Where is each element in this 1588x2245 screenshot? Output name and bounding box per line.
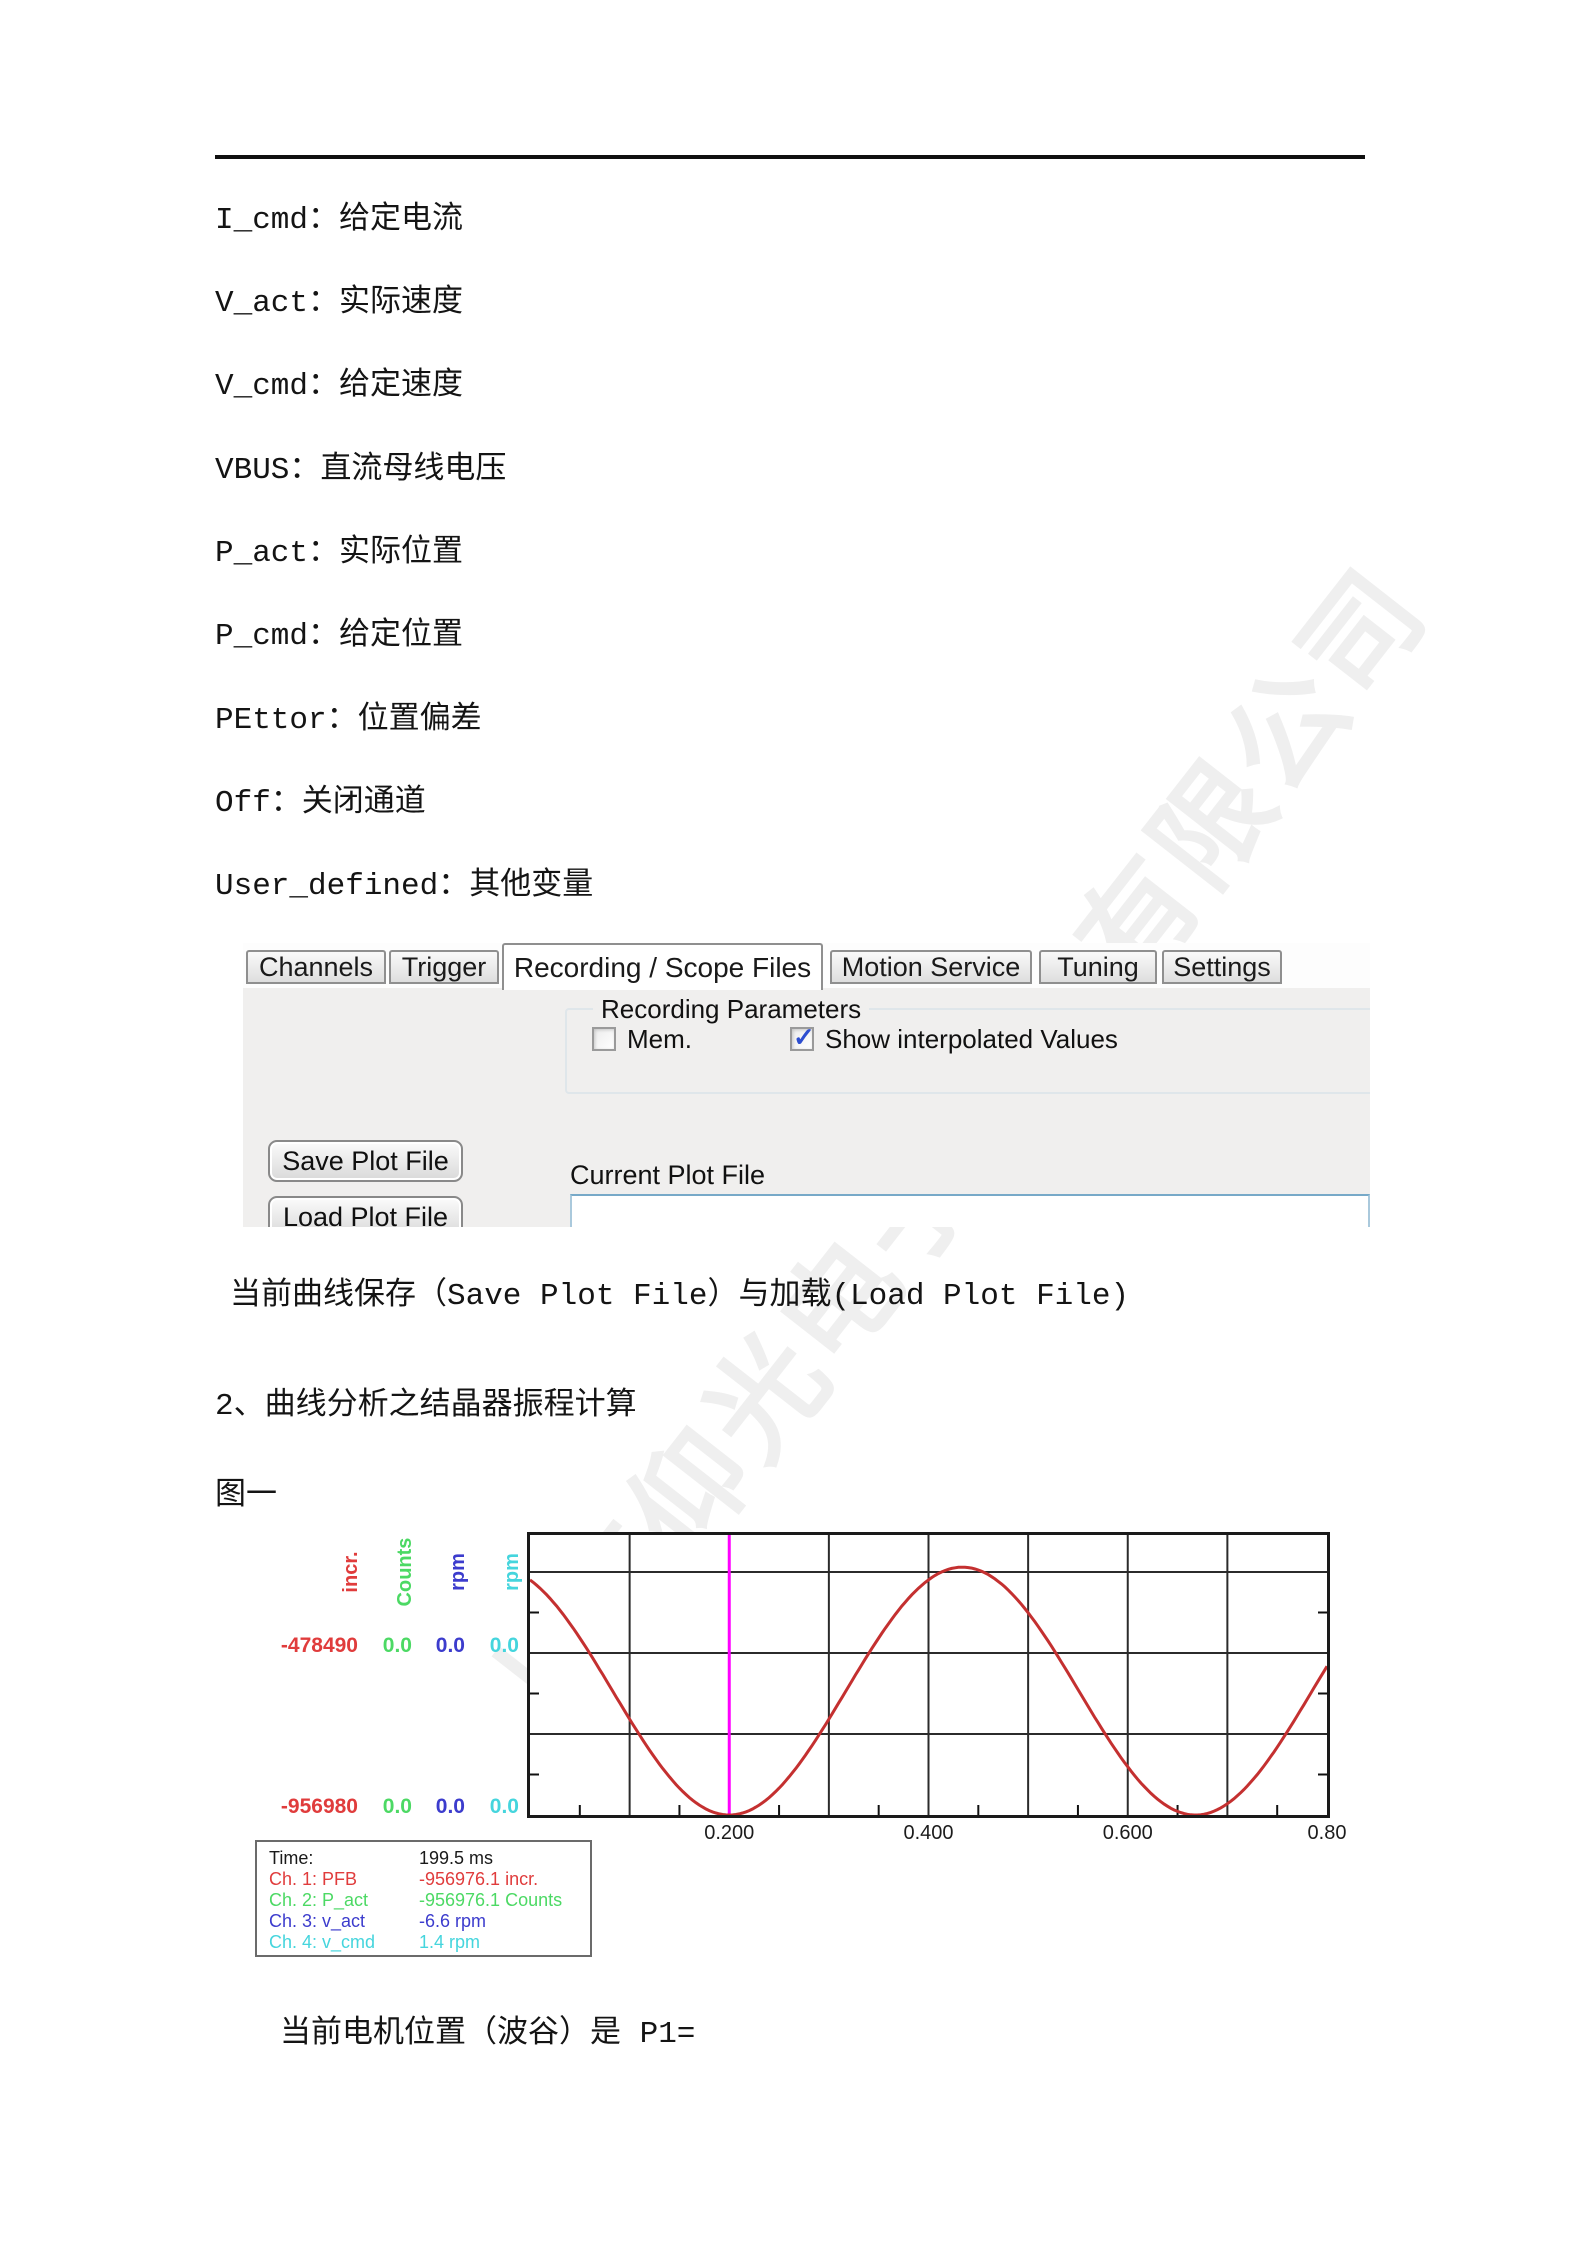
readout-value: -956976.1 Counts — [419, 1890, 563, 1910]
readout-label: Ch. 2: P_act — [269, 1890, 369, 1910]
y-mid-value-ch1: -478490 — [280, 1634, 358, 1657]
recording-parameters-group: Recording Parameters — [565, 994, 1370, 1094]
x-tick-0400: 0.400 — [903, 1822, 954, 1844]
y-unit-counts: Counts — [394, 1537, 416, 1607]
cursor-readout-box: Time: 199.5 ms Ch. 1: PFB -956976.1 incr… — [255, 1840, 592, 1957]
check-icon: ✓ — [793, 1022, 815, 1052]
figure-label: 图一 — [215, 1479, 277, 1514]
tab-tuning[interactable]: Tuning — [1039, 950, 1157, 984]
caption-save-load: 当前曲线保存（Save Plot File）与加载(Load Plot File… — [230, 1279, 1130, 1314]
y-unit-incr: incr. — [340, 1551, 362, 1593]
recording-parameters-title: Recording Parameters — [593, 994, 870, 1025]
doc-line-pettor: PEttor：位置偏差 — [215, 703, 482, 738]
tab-motion-service[interactable]: Motion Service — [830, 950, 1032, 984]
readout-row-ch1: Ch. 1: PFB -956976.1 incr. — [257, 1869, 590, 1890]
y-bottom-value-ch3: 0.0 — [435, 1795, 465, 1818]
readout-row-ch2: Ch. 2: P_act -956976.1 Counts — [257, 1890, 590, 1911]
readout-label: Time: — [269, 1848, 314, 1868]
y-mid-value-ch3: 0.0 — [435, 1634, 465, 1657]
readout-label: Ch. 3: v_act — [269, 1911, 366, 1931]
x-tick-0200: 0.200 — [704, 1822, 755, 1844]
show-interpolated-checkbox[interactable]: ✓ — [790, 1022, 815, 1052]
tab-page-recording: Recording Parameters ✓ Mem. ✓ Show inter… — [243, 988, 1370, 1227]
x-tick-080: 0.80 — [1307, 1822, 1347, 1844]
y-bottom-value-ch2: 0.0 — [382, 1795, 412, 1818]
doc-line-vact: V_act：实际速度 — [215, 286, 464, 321]
header-rule — [215, 155, 1365, 159]
doc-line-vbus: VBUS：直流母线电压 — [215, 453, 507, 488]
tab-settings[interactable]: Settings — [1162, 950, 1282, 984]
load-plot-file-button[interactable]: Load Plot File — [268, 1196, 463, 1227]
readout-value: -6.6 rpm — [419, 1911, 487, 1931]
tab-recording-scope-files[interactable]: Recording / Scope Files — [502, 943, 823, 990]
mem-checkbox[interactable]: ✓ — [592, 1027, 616, 1051]
doc-line-pcmd: P_cmd：给定位置 — [215, 619, 464, 654]
current-plot-file-label: Current Plot File — [570, 1160, 766, 1190]
y-mid-value-ch4: 0.0 — [489, 1634, 519, 1657]
doc-line-vcmd: V_cmd：给定速度 — [215, 369, 464, 404]
y-unit-rpm-cmd: rpm — [501, 1553, 523, 1591]
readout-value: 199.5 ms — [419, 1848, 494, 1868]
y-mid-value-ch2: 0.0 — [382, 1634, 412, 1657]
tab-trigger[interactable]: Trigger — [389, 950, 499, 984]
y-bottom-value-ch4: 0.0 — [489, 1795, 519, 1818]
readout-value: -956976.1 incr. — [419, 1869, 539, 1889]
tab-channels[interactable]: Channels — [246, 950, 386, 984]
mem-checkbox-label: Mem. — [627, 1024, 692, 1054]
readout-row-ch3: Ch. 3: v_act -6.6 rpm — [257, 1911, 590, 1932]
doc-line-off: Off：关闭通道 — [215, 786, 426, 821]
doc-line-icmd: I_cmd：给定电流 — [215, 203, 464, 238]
waveform-plot — [527, 1532, 1330, 1818]
closing-line: 当前电机位置（波谷）是 P1= — [280, 2017, 696, 2052]
readout-row-ch4: Ch. 4: v_cmd 1.4 rpm — [257, 1932, 590, 1953]
current-plot-file-input[interactable] — [570, 1194, 1370, 1227]
readout-value: 1.4 rpm — [419, 1932, 481, 1952]
y-bottom-value-ch1: -956980 — [280, 1795, 358, 1818]
readout-label: Ch. 1: PFB — [269, 1869, 358, 1889]
x-tick-0600: 0.600 — [1102, 1822, 1153, 1844]
section-heading: 2、曲线分析之结晶器振程计算 — [215, 1389, 637, 1424]
show-interpolated-label: Show interpolated Values — [825, 1024, 1118, 1054]
readout-row-time: Time: 199.5 ms — [257, 1848, 590, 1869]
doc-line-pact: P_act：实际位置 — [215, 536, 464, 571]
y-unit-rpm-act: rpm — [447, 1553, 469, 1591]
scope-ui-screenshot: Channels Trigger Recording / Scope Files… — [243, 943, 1370, 1227]
save-plot-file-button[interactable]: Save Plot File — [268, 1140, 463, 1182]
readout-label: Ch. 4: v_cmd — [269, 1932, 376, 1952]
grid-layer — [530, 1535, 1327, 1815]
waveform-svg — [529, 1535, 1329, 1817]
doc-line-userdefined: User_defined：其他变量 — [215, 869, 594, 904]
